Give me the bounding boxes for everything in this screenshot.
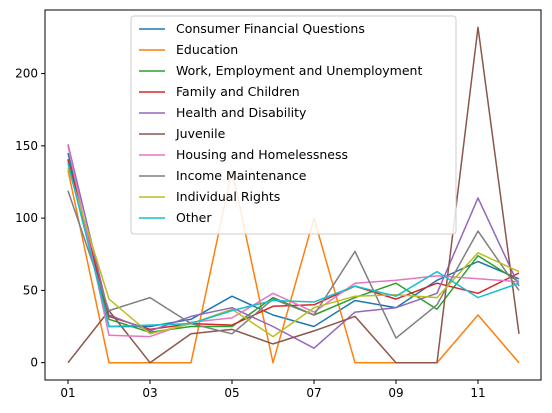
legend-label: Juvenile (175, 126, 226, 141)
y-tick-label: 100 (15, 211, 38, 225)
series-line-5 (67, 26, 520, 364)
legend-label: Income Maintenance (176, 168, 307, 183)
y-tick-label: 200 (15, 67, 38, 81)
y-tick-label: 50 (23, 283, 38, 297)
plot-frame (44, 9, 542, 381)
x-axis: 01 03 05 07 09 11 (60, 380, 486, 400)
series-line-8 (67, 167, 520, 338)
x-tick-label: 01 (60, 386, 75, 400)
y-tick-label: 150 (15, 139, 38, 153)
legend-label: Individual Rights (176, 189, 280, 204)
legend-box (130, 15, 457, 235)
series-lines (67, 26, 520, 364)
x-tick-label: 09 (388, 386, 403, 400)
y-tick-label: 0 (30, 356, 38, 370)
x-tick-label: 05 (224, 386, 239, 400)
y-axis: 0 50 100 150 200 (15, 67, 45, 370)
x-tick-label: 03 (142, 386, 157, 400)
legend-label: Education (176, 42, 238, 57)
legend-label: Other (176, 210, 212, 225)
legend-label: Consumer Financial Questions (176, 21, 365, 36)
legend-label: Work, Employment and Unemployment (176, 63, 422, 78)
series-line-1 (67, 169, 520, 364)
series-line-9 (67, 163, 520, 328)
legend-label: Health and Disability (176, 105, 307, 120)
series-line-7 (67, 190, 520, 339)
legend: Consumer Financial Questions Education Wor… (130, 15, 457, 235)
x-tick-label: 07 (306, 386, 321, 400)
legend-label: Family and Children (176, 84, 300, 99)
x-tick-label: 11 (470, 386, 485, 400)
legend-label: Housing and Homelessness (176, 147, 348, 162)
